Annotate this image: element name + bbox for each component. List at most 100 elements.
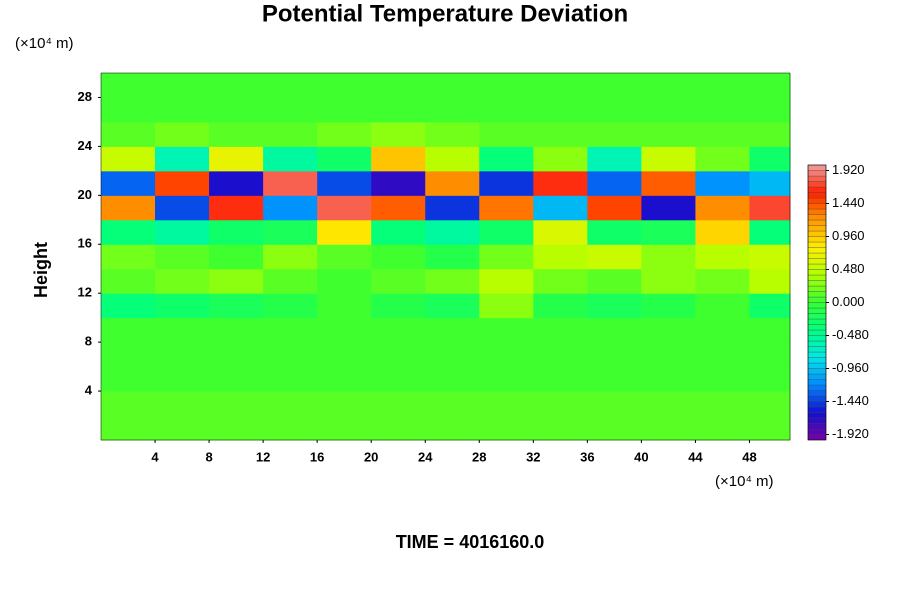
heatmap-cell xyxy=(533,146,588,172)
colorbar-band xyxy=(807,417,827,424)
heatmap-cell xyxy=(317,170,372,196)
colorbar-band xyxy=(807,329,827,336)
x-tick-label: 48 xyxy=(742,449,756,464)
heatmap-cell xyxy=(641,170,696,196)
heatmap-cell xyxy=(533,391,588,417)
heatmap-cell xyxy=(641,268,696,294)
colorbar-band xyxy=(807,423,827,430)
heatmap-cell xyxy=(533,293,588,319)
heatmap-cell xyxy=(155,219,210,245)
colorbar-band xyxy=(807,401,827,408)
x-tick-label: 44 xyxy=(688,449,703,464)
heatmap-cell xyxy=(533,268,588,294)
heatmap-cell xyxy=(479,268,534,294)
heatmap-cell xyxy=(209,97,264,123)
heatmap-cell xyxy=(317,342,372,368)
heatmap-cell xyxy=(209,391,264,417)
colorbar-band xyxy=(807,181,827,188)
heatmap-cell xyxy=(641,317,696,343)
y-tick-label: 12 xyxy=(78,285,92,300)
heatmap-cell xyxy=(587,293,642,319)
heatmap-cell xyxy=(371,121,426,147)
y-tick-label: 8 xyxy=(85,334,92,349)
heatmap-cell xyxy=(425,219,480,245)
heatmap-cell xyxy=(101,293,156,319)
heatmap-cell xyxy=(209,366,264,392)
colorbar-tick-label: -1.920 xyxy=(832,426,869,441)
heatmap-cell xyxy=(263,97,318,123)
x-unit: (×10⁴ m) xyxy=(715,473,774,490)
colorbar-band xyxy=(807,346,827,353)
heatmap-cell xyxy=(317,73,372,98)
heatmap-cell xyxy=(479,121,534,147)
heatmap-cell xyxy=(533,317,588,343)
heatmap-cell xyxy=(101,195,156,221)
colorbar-band xyxy=(807,379,827,386)
heatmap-cell xyxy=(749,293,791,319)
heatmap-cell xyxy=(587,121,642,147)
x-tick-label: 8 xyxy=(205,449,212,464)
heatmap-cell xyxy=(587,170,642,196)
colorbar-band xyxy=(807,175,827,182)
heatmap-cell xyxy=(209,342,264,368)
heatmap-cell xyxy=(695,391,750,417)
heatmap-cell xyxy=(155,121,210,147)
colorbar-band xyxy=(807,340,827,347)
heatmap-cell xyxy=(641,366,696,392)
heatmap-cell xyxy=(371,366,426,392)
colorbar-band xyxy=(807,203,827,210)
heatmap-cell xyxy=(533,342,588,368)
heatmap-cell xyxy=(317,146,372,172)
heatmap-cell xyxy=(209,121,264,147)
heatmap-cell xyxy=(209,415,264,441)
colorbar-band xyxy=(807,236,827,243)
heatmap-cell xyxy=(371,293,426,319)
heatmap-cell xyxy=(479,244,534,270)
heatmap-cell xyxy=(263,415,318,441)
colorbar-band xyxy=(807,302,827,309)
heatmap-cell xyxy=(479,73,534,98)
colorbar-band xyxy=(807,252,827,259)
colorbar-band xyxy=(807,280,827,287)
heatmap-cell xyxy=(425,195,480,221)
heatmap-cell xyxy=(533,73,588,98)
heatmap-cell xyxy=(749,97,791,123)
heatmap-cell xyxy=(101,97,156,123)
colorbar-band xyxy=(807,373,827,380)
colorbar-tick-label: -0.960 xyxy=(832,360,869,375)
heatmap-cell xyxy=(155,268,210,294)
heatmap-cell xyxy=(317,268,372,294)
heatmap-cell xyxy=(101,121,156,147)
heatmap-cell xyxy=(587,146,642,172)
heatmap-cell xyxy=(317,97,372,123)
heatmap-cell xyxy=(533,195,588,221)
heatmap-cell xyxy=(425,244,480,270)
heatmap-cell xyxy=(101,170,156,196)
colorbar-band xyxy=(807,164,827,171)
plot-frame xyxy=(100,72,791,441)
x-tick-label: 12 xyxy=(256,449,270,464)
heatmap-cell xyxy=(155,293,210,319)
colorbar-tick-label: 1.920 xyxy=(832,162,865,177)
heatmap-cell xyxy=(479,391,534,417)
heatmap-cell xyxy=(371,170,426,196)
heatmap-cell xyxy=(425,121,480,147)
x-tick-label: 16 xyxy=(310,449,324,464)
heatmap-cell xyxy=(641,195,696,221)
colorbar-band xyxy=(807,186,827,193)
heatmap-cell xyxy=(587,317,642,343)
colorbar-band xyxy=(807,313,827,320)
heatmap-cell xyxy=(641,244,696,270)
heatmap-cell xyxy=(317,244,372,270)
heatmap-cell xyxy=(371,415,426,441)
heatmap-cell xyxy=(101,244,156,270)
heatmap-cell xyxy=(479,97,534,123)
heatmap-cell xyxy=(533,415,588,441)
heatmap-cell xyxy=(371,195,426,221)
heatmap-cell xyxy=(749,244,791,270)
heatmap-cell xyxy=(479,366,534,392)
x-tick-label: 40 xyxy=(634,449,648,464)
heatmap-cell xyxy=(587,244,642,270)
heatmap-cell xyxy=(263,268,318,294)
